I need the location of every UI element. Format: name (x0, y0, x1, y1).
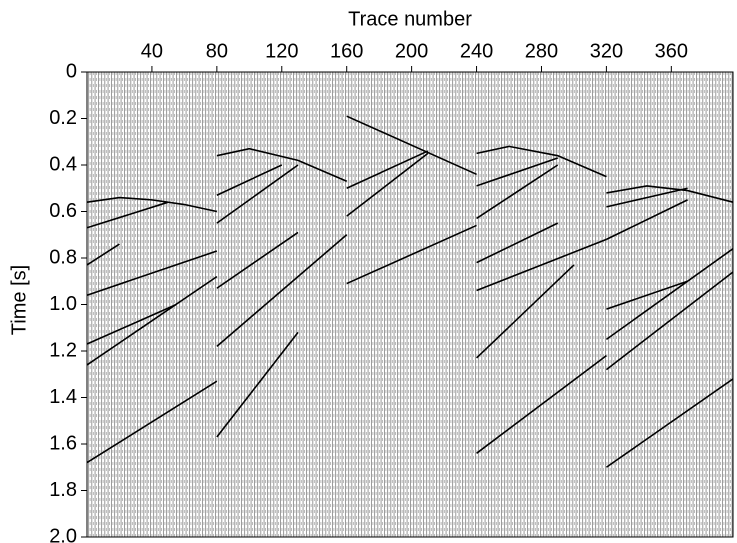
x-tick-label: 200 (395, 40, 428, 62)
x-tick-label: 40 (141, 40, 163, 62)
y-tick-label: 1.6 (49, 432, 77, 454)
y-tick-label: 0.4 (49, 153, 77, 175)
y-tick-label: 1.2 (49, 339, 77, 361)
x-axis-title: Trace number (348, 8, 472, 30)
x-tick-label: 120 (265, 40, 298, 62)
y-tick-label: 0 (66, 60, 77, 82)
x-tick-label: 240 (460, 40, 493, 62)
x-tick-label: 360 (655, 40, 688, 62)
y-axis-title: Time [s] (8, 265, 30, 335)
y-tick-label: 0.8 (49, 246, 77, 268)
x-tick-label: 280 (525, 40, 558, 62)
chart: Trace number Time [s] 40 80 120 160 200 240 28… (0, 0, 737, 543)
y-tick-label: 0.2 (49, 107, 77, 129)
x-tick-label: 80 (206, 40, 228, 62)
trace-background (87, 72, 733, 537)
y-tick-label: 2.0 (49, 525, 77, 543)
y-tick-label: 0.6 (49, 200, 77, 222)
x-tick-label: 320 (590, 40, 623, 62)
x-tick-label: 160 (330, 40, 363, 62)
y-tick-label: 1.0 (49, 293, 77, 315)
y-tick-label: 1.8 (49, 479, 77, 501)
y-tick-label: 1.4 (49, 386, 77, 408)
